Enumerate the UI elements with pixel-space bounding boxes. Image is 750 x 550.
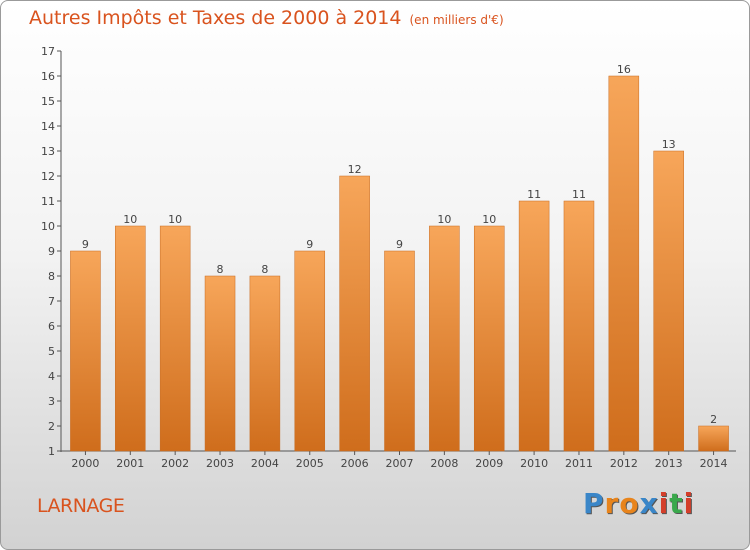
x-tick-label: 2000 xyxy=(71,457,99,470)
x-tick-label: 2013 xyxy=(655,457,683,470)
brand-letter: P xyxy=(583,487,605,520)
y-tick-label: 13 xyxy=(41,145,55,158)
data-label: 2 xyxy=(710,413,717,426)
place-name: LARNAGE xyxy=(37,495,125,517)
brand-letter: t xyxy=(669,487,684,520)
bar xyxy=(653,150,684,452)
chart-header: Autres Impôts et Taxes de 2000 à 2014 (en… xyxy=(29,7,504,29)
x-tick-label: 2010 xyxy=(520,457,548,470)
bar xyxy=(518,200,550,452)
data-label: 13 xyxy=(662,138,676,151)
x-tick-label: 2004 xyxy=(251,457,279,470)
y-tick-label: 4 xyxy=(48,370,55,383)
x-tick-label: 2005 xyxy=(296,457,324,470)
y-tick-label: 2 xyxy=(48,420,55,433)
data-label: 10 xyxy=(168,213,182,226)
y-tick-label: 17 xyxy=(41,45,55,58)
x-tick-label: 2014 xyxy=(700,457,728,470)
brand-logo: Proxiti xyxy=(583,487,694,520)
x-tick-label: 2006 xyxy=(341,457,369,470)
brand-letter: i xyxy=(683,487,695,520)
bar xyxy=(204,275,236,452)
y-tick-label: 10 xyxy=(41,220,55,233)
brand-letter: r xyxy=(604,487,620,520)
y-tick-label: 1 xyxy=(48,445,55,458)
x-tick-label: 2001 xyxy=(116,457,144,470)
brand-letter: x xyxy=(639,487,659,520)
data-label: 11 xyxy=(572,188,586,201)
data-label: 16 xyxy=(617,63,631,76)
bar xyxy=(563,200,595,452)
data-label: 11 xyxy=(527,188,541,201)
data-label: 10 xyxy=(482,213,496,226)
y-tick-label: 12 xyxy=(41,170,55,183)
brand-letter: i xyxy=(658,487,670,520)
y-tick-label: 16 xyxy=(41,70,55,83)
y-tick-label: 7 xyxy=(48,295,55,308)
x-tick-label: 2007 xyxy=(386,457,414,470)
y-tick-label: 14 xyxy=(41,120,55,133)
data-label: 8 xyxy=(217,263,224,276)
x-tick-label: 2009 xyxy=(475,457,503,470)
x-tick-label: 2011 xyxy=(565,457,593,470)
y-tick-label: 15 xyxy=(41,95,55,108)
bars xyxy=(70,75,729,452)
y-tick-label: 9 xyxy=(48,245,55,258)
bar xyxy=(384,250,415,452)
x-tick-label: 2003 xyxy=(206,457,234,470)
bar xyxy=(70,250,101,452)
data-label: 10 xyxy=(437,213,451,226)
y-tick-label: 6 xyxy=(48,320,55,333)
bar xyxy=(608,75,640,452)
chart-title: Autres Impôts et Taxes de 2000 à 2014 xyxy=(29,7,402,29)
value-labels: 9 10 10 8 8 9 12 9 10 10 11 11 16 13 2 xyxy=(82,63,717,426)
bar xyxy=(473,225,505,452)
bar xyxy=(698,425,729,452)
y-tick-label: 8 xyxy=(48,270,55,283)
brand-letter: o xyxy=(619,487,640,520)
data-label: 10 xyxy=(123,213,137,226)
y-tick-label: 3 xyxy=(48,395,55,408)
x-tick-label: 2012 xyxy=(610,457,638,470)
bar xyxy=(249,275,281,452)
x-tick-label: 2002 xyxy=(161,457,189,470)
bar xyxy=(294,250,326,452)
data-label: 9 xyxy=(396,238,403,251)
chart-subtitle: (en milliers d'€) xyxy=(409,13,504,27)
x-tick-label: 2008 xyxy=(430,457,458,470)
data-label: 12 xyxy=(348,163,362,176)
y-tick-label: 5 xyxy=(48,345,55,358)
bar xyxy=(115,225,146,452)
y-tick-label: 11 xyxy=(41,195,55,208)
bar xyxy=(339,175,370,452)
bar xyxy=(429,225,460,452)
data-label: 9 xyxy=(306,238,313,251)
data-label: 8 xyxy=(261,263,268,276)
bar xyxy=(159,225,191,452)
data-label: 9 xyxy=(82,238,89,251)
